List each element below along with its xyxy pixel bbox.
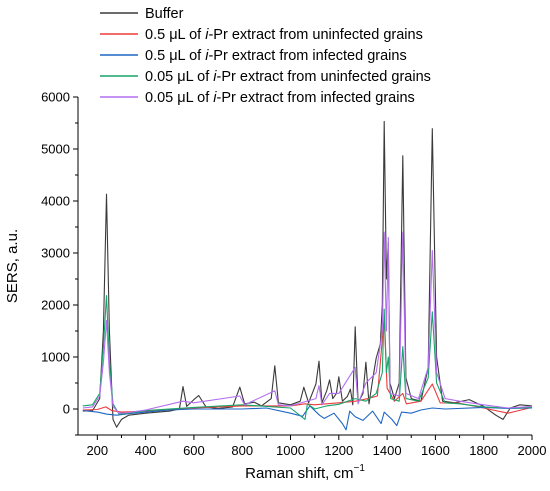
x-tick-label: 1600 <box>421 443 450 458</box>
x-tick-label: 1000 <box>276 443 305 458</box>
legend-label-part: -Pr extract from uninfected grains <box>217 69 431 85</box>
legend-label-part: 0.05 <box>145 90 177 106</box>
legend-item: 0.05 μL of i-Pr extract from uninfected … <box>100 69 431 85</box>
y-tick-label: 3000 <box>41 246 70 261</box>
x-tick-label: 1800 <box>469 443 498 458</box>
series-line-0 <box>82 120 533 428</box>
x-axis-title: Raman shift, cm−1 <box>245 463 365 482</box>
legend-label-part: L of <box>186 90 214 106</box>
legend-label-part: μ <box>169 27 177 43</box>
y-tick-label: 0 <box>63 402 70 417</box>
series-line-3 <box>82 295 533 420</box>
legend-label-part: Buffer <box>145 6 184 22</box>
y-tick-label: 5000 <box>41 142 70 157</box>
legend-label-part: -Pr extract from infected grains <box>208 48 406 64</box>
x-ticks: 200 400 600 800 1000 1200 1400 1600 1800 2000 <box>86 435 546 458</box>
legend-item: Buffer <box>100 6 184 22</box>
legend-label-part: -Pr extract from uninfected grains <box>208 27 422 43</box>
x-tick-label: 600 <box>183 443 205 458</box>
y-tick-label: 4000 <box>41 194 70 209</box>
legend-item: 0.5 μL of i-Pr extract from uninfected g… <box>100 27 423 43</box>
y-axis-title: SERS, a.u. <box>4 229 21 303</box>
x-tick-label: 800 <box>231 443 253 458</box>
y-tick-label: 1000 <box>41 350 70 365</box>
x-tick-label: 400 <box>135 443 157 458</box>
legend-label: 0.5 μL of i-Pr extract from uninfected g… <box>145 27 423 43</box>
y-tick-label: 6000 <box>41 90 70 105</box>
series-line-2 <box>82 405 533 431</box>
legend-label-part: L of <box>178 27 206 43</box>
x-tick-label: 1200 <box>324 443 353 458</box>
legend-label-part: 0.05 <box>145 69 177 85</box>
legend-label-part: 0.5 <box>145 48 169 64</box>
legend-label-part: L of <box>186 69 214 85</box>
legend-label-part: i <box>213 69 217 85</box>
legend-label-part: μ <box>177 90 185 106</box>
series-line-4 <box>82 231 533 414</box>
legend-label: 0.05 μL of i-Pr extract from infected gr… <box>145 90 415 106</box>
x-axis-title-text: Raman shift, cm <box>245 465 353 482</box>
y-tick-label: 2000 <box>41 298 70 313</box>
legend-label: Buffer <box>145 6 184 22</box>
x-axis-title-superscript: −1 <box>353 463 365 474</box>
x-tick-label: 1400 <box>373 443 402 458</box>
legend-label: 0.5 μL of i-Pr extract from infected gra… <box>145 48 407 64</box>
legend-label-part: i <box>205 27 209 43</box>
series-line-1 <box>82 317 533 414</box>
legend-item: 0.5 μL of i-Pr extract from infected gra… <box>100 48 407 64</box>
legend-label-part: i <box>205 48 209 64</box>
legend-label-part: -Pr extract from infected grains <box>217 90 415 106</box>
legend-label-part: i <box>213 90 217 106</box>
x-tick-label: 2000 <box>518 443 547 458</box>
y-ticks: 0 1000 2000 3000 4000 5000 6000 <box>41 90 78 436</box>
axes <box>77 97 532 436</box>
legend-label-part: 0.5 <box>145 27 169 43</box>
series-layer <box>82 120 533 431</box>
legend-item: 0.05 μL of i-Pr extract from infected gr… <box>100 90 415 106</box>
legend-label-part: μ <box>169 48 177 64</box>
legend-label-part: μ <box>177 69 185 85</box>
legend-label-part: L of <box>178 48 206 64</box>
legend-label: 0.05 μL of i-Pr extract from uninfected … <box>145 69 431 85</box>
x-tick-label: 200 <box>86 443 108 458</box>
